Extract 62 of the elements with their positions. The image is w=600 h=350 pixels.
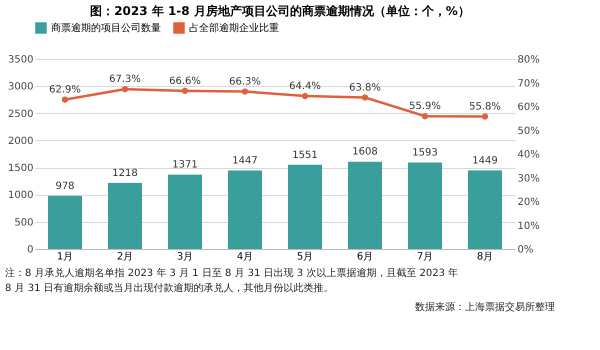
- y-tick-label: 1500: [8, 163, 34, 174]
- point: [122, 86, 128, 92]
- bar: [348, 162, 382, 249]
- point: [422, 113, 428, 120]
- chart-title: 图：2023 年 1-8 月房地产项目公司的商票逾期情况（单位：个，%）: [90, 4, 470, 18]
- y2-tick-label: 50%: [518, 126, 540, 137]
- y2-tick-label: 70%: [518, 78, 540, 90]
- data-label: 55.8%: [469, 101, 501, 112]
- x-tick-label: 4月: [236, 252, 254, 262]
- legend-label: 商票逾期的项目公司数量: [51, 22, 161, 34]
- y-tick-label: 3500: [8, 54, 34, 66]
- data-label: 63.8%: [349, 82, 381, 94]
- bar: [108, 182, 142, 249]
- data-label: 1218: [112, 168, 138, 179]
- x-tick-label: 8月: [476, 252, 494, 262]
- point: [362, 94, 368, 101]
- data-label: 66.3%: [229, 76, 261, 88]
- data-label: 1551: [292, 150, 318, 161]
- point: [482, 113, 488, 120]
- data-label: 1593: [412, 148, 438, 159]
- data-label: 978: [55, 180, 75, 192]
- x-tick-label: 5月: [296, 252, 314, 262]
- data-label: 62.9%: [49, 84, 81, 96]
- y2-tick-label: 0%: [518, 244, 534, 256]
- point: [302, 92, 308, 100]
- data-label: 1608: [352, 146, 378, 158]
- data-label: 55.9%: [409, 101, 441, 112]
- data-label: 66.6%: [169, 76, 201, 87]
- data-label: 1371: [172, 160, 198, 171]
- y2-tick-label: 40%: [518, 150, 540, 160]
- bar: [408, 162, 442, 249]
- legend-label: 占全部逾期企业比重: [189, 22, 279, 34]
- y-tick-label: 2000: [8, 136, 34, 147]
- data-label: 67.3%: [109, 74, 141, 86]
- x-tick-label: 2月: [116, 252, 134, 262]
- bar: [288, 164, 322, 249]
- y-tick-label: 0: [27, 244, 34, 256]
- x-tick-label: 6月: [356, 252, 374, 262]
- data-label: 1449: [472, 155, 498, 166]
- x-tick-label: 7月: [416, 252, 434, 262]
- y-tick-label: 500: [14, 217, 34, 228]
- y2-tick-label: 80%: [518, 54, 540, 66]
- y2-tick-label: 10%: [518, 220, 540, 232]
- x-tick-label: 1月: [56, 252, 74, 262]
- y2-tick-label: 20%: [518, 197, 540, 208]
- x-tick-label: 3月: [176, 252, 194, 262]
- data-label: 1447: [232, 155, 258, 166]
- bar: [468, 170, 502, 249]
- bar: [228, 170, 262, 249]
- y-tick-label: 1000: [8, 190, 34, 202]
- point: [182, 88, 188, 94]
- y-tick-label: 2500: [8, 108, 34, 120]
- y2-tick-label: 30%: [518, 173, 540, 184]
- point: [242, 88, 248, 95]
- bar: [48, 196, 82, 249]
- source-note: 数据来源：上海票据交易所整理: [415, 301, 555, 313]
- bar: [168, 174, 202, 249]
- y2-tick-label: 60%: [518, 102, 540, 113]
- y-tick-label: 3000: [8, 82, 34, 93]
- point: [62, 96, 68, 103]
- text: 注：8 月承兑人逾期名单指 2023 年 3 月 1 日至 8 月 31 日出现 3 次以上票据逾期，且截至 2023 年 8 月 31 日有逾期余额或当月出现付款逾期的承兑人，其他月份以此类推。: [5, 267, 458, 294]
- data-label: 64.4%: [289, 81, 321, 92]
